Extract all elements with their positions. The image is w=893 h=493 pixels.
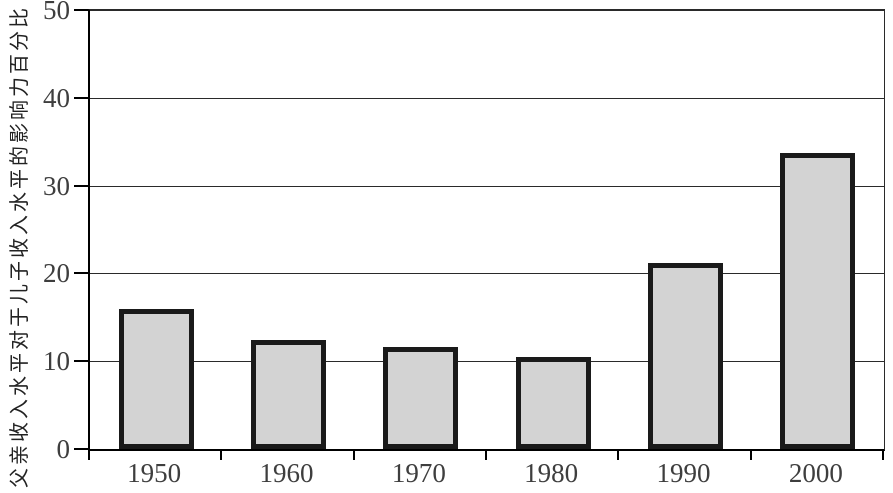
x-tick-label-1980: 1980 (524, 458, 579, 488)
x-tick-mark-4 (617, 451, 619, 460)
bar-1970 (383, 347, 459, 449)
y-tick-mark-20 (74, 272, 88, 275)
gridline-10 (90, 361, 884, 363)
y-tick-mark-40 (74, 96, 88, 99)
x-tick-mark-3 (485, 451, 487, 460)
x-tick-mark-6 (882, 451, 884, 460)
x-tick-mark-2 (353, 451, 355, 460)
y-axis-title: 父亲收入水平对于儿子收入水平的影响力百分比 (7, 5, 31, 488)
x-tick-label-1960: 1960 (259, 458, 314, 488)
bar-1990 (648, 263, 723, 449)
plot-area (88, 9, 885, 451)
gridline-20 (90, 273, 884, 275)
x-tick-mark-5 (750, 451, 752, 460)
y-tick-label-10: 10 (43, 346, 70, 377)
bar-2000 (780, 153, 856, 449)
y-tick-label-40: 40 (43, 82, 70, 113)
x-tick-mark-1 (220, 451, 222, 460)
x-tick-label-1970: 1970 (391, 458, 446, 488)
bar-1980 (515, 357, 591, 449)
x-tick-mark-0 (88, 451, 90, 460)
gridline-30 (90, 185, 884, 187)
y-tick-mark-10 (74, 360, 88, 363)
x-tick-label-1950: 1950 (127, 458, 182, 488)
x-tick-label-2000: 2000 (788, 458, 843, 488)
y-tick-label-20: 20 (43, 258, 70, 289)
y-tick-label-0: 0 (56, 434, 71, 464)
x-tick-label-1990: 1990 (656, 458, 711, 488)
gridline-50 (90, 10, 884, 11)
y-tick-mark-30 (74, 184, 88, 187)
y-tick-label-50: 50 (43, 0, 70, 25)
bar-1950 (118, 309, 194, 449)
y-tick-mark-50 (74, 9, 88, 11)
gridline-40 (90, 97, 884, 99)
y-tick-label-30: 30 (43, 170, 70, 201)
y-tick-mark-0 (74, 448, 88, 450)
bar-1960 (251, 340, 326, 449)
